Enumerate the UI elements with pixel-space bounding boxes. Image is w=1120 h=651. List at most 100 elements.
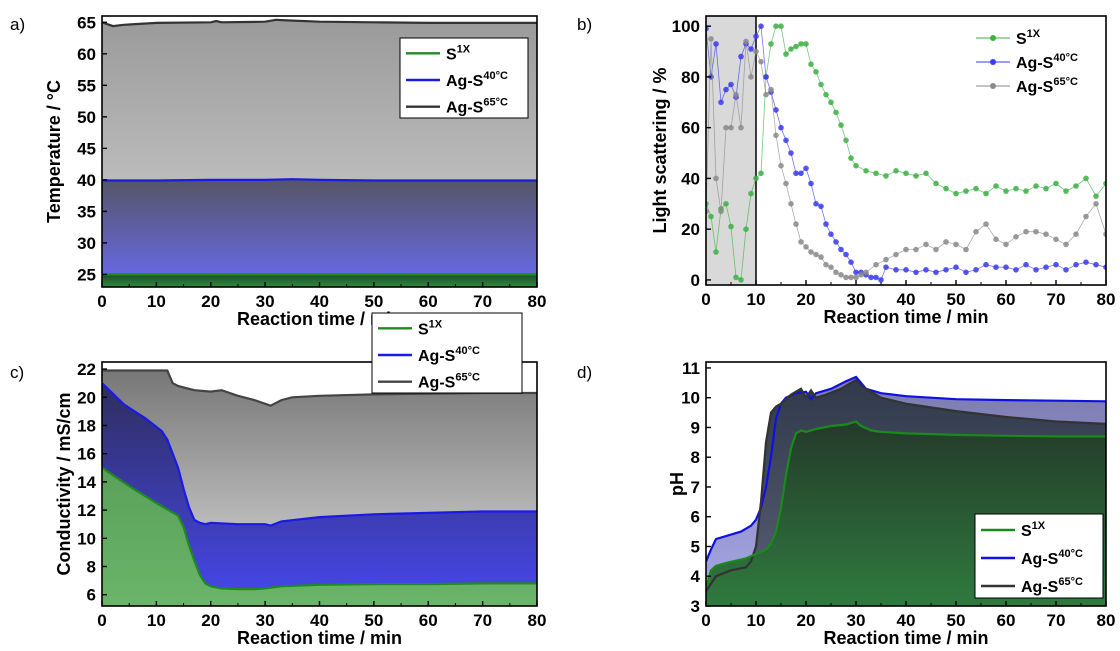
data-point <box>1043 264 1049 271</box>
data-point <box>838 246 844 253</box>
x-tick-label: 10 <box>747 290 766 309</box>
legend-label: Ag-S40°C <box>1016 52 1078 72</box>
data-point <box>773 132 779 139</box>
x-tick-label: 80 <box>1097 611 1116 630</box>
legend-marker <box>990 35 996 41</box>
legend-box <box>399 37 529 119</box>
data-point <box>848 155 854 161</box>
data-point <box>1073 231 1079 237</box>
legend-label-sup: 40°C <box>1053 52 1078 64</box>
y-tick-label: 80 <box>681 68 700 87</box>
x-tick-label: 60 <box>997 290 1016 309</box>
y-tick-label: 11 <box>682 359 700 378</box>
y-tick-label: 40 <box>681 169 700 188</box>
data-point <box>783 51 789 57</box>
x-tick-label: 50 <box>947 290 966 309</box>
data-point <box>758 23 764 30</box>
series-line-0 <box>706 375 1106 562</box>
legend-label: Ag-S40°C <box>1021 548 1083 568</box>
x-tick-label: 0 <box>97 611 106 630</box>
y-tick-label: 5 <box>691 537 700 556</box>
legend-label: S1X <box>418 318 443 338</box>
x-tick-label: 60 <box>997 611 1016 630</box>
data-point <box>788 201 794 207</box>
data-point <box>763 91 769 98</box>
y-tick-label: 25 <box>77 265 96 284</box>
data-point <box>1073 183 1079 189</box>
data-point <box>868 274 874 281</box>
x-tick-label: 40 <box>897 290 916 309</box>
y-tick-label: 8 <box>691 448 700 467</box>
x-tick-label: 70 <box>1047 611 1066 630</box>
data-point <box>753 175 759 182</box>
panel-label: b) <box>577 15 592 34</box>
data-point <box>1083 259 1089 266</box>
legend-label-sup: 65°C <box>455 372 480 384</box>
data-point <box>708 36 714 42</box>
data-point <box>858 272 864 278</box>
legend-label-base: S <box>418 321 429 338</box>
x-tick-label: 20 <box>797 611 816 630</box>
data-point <box>803 165 809 172</box>
data-point <box>1093 201 1099 207</box>
legend-label: Ag-S40°C <box>446 70 508 90</box>
data-point <box>733 91 739 98</box>
data-point <box>943 185 949 192</box>
data-point <box>708 213 714 220</box>
legend-label: Ag-S40°C <box>418 345 480 365</box>
data-point <box>813 251 819 258</box>
data-point <box>773 23 779 30</box>
data-point <box>993 183 999 189</box>
data-point <box>1083 213 1089 220</box>
data-point <box>823 91 829 98</box>
data-point <box>838 272 844 278</box>
legend-label: S1X <box>446 43 471 63</box>
data-point <box>963 246 969 253</box>
y-tick-label: 35 <box>77 202 96 221</box>
panel-label: a) <box>10 15 25 34</box>
data-point <box>893 251 899 258</box>
data-point <box>1093 193 1099 199</box>
data-point <box>778 23 784 30</box>
data-point <box>903 246 909 253</box>
data-point <box>843 137 849 144</box>
data-point <box>738 277 744 283</box>
legend-label-sup: 40°C <box>483 70 508 82</box>
data-point <box>1073 261 1079 268</box>
y-tick-label: 60 <box>77 45 96 64</box>
data-point <box>883 173 889 179</box>
y-tick-label: 100 <box>672 17 700 36</box>
panel-label: c) <box>10 363 24 382</box>
data-point <box>973 228 979 235</box>
data-point <box>923 170 929 177</box>
legend-label-base: S <box>1021 523 1032 540</box>
data-point <box>1063 267 1069 273</box>
x-tick-label: 30 <box>256 292 275 311</box>
data-point <box>913 269 919 276</box>
area-fill-2 <box>102 467 537 606</box>
data-point <box>798 170 804 177</box>
legend-label: S1X <box>1021 520 1046 540</box>
legend-label-base: Ag-S <box>1021 551 1059 568</box>
data-point <box>778 124 784 131</box>
data-point <box>883 264 889 271</box>
data-point <box>1003 264 1009 271</box>
data-point <box>1063 188 1069 194</box>
data-point <box>983 190 989 197</box>
panel-1: a) 0 10 20 30 40 50 60 70 80 25 30 35 40 45 50 55 60 65 Rea… <box>10 13 546 329</box>
data-point <box>728 124 734 131</box>
x-tick-label: 0 <box>701 290 710 309</box>
legend-label-base: Ag-S <box>446 100 484 117</box>
data-point <box>893 168 899 174</box>
panel-2: b) 0 10 20 30 40 50 60 70 80 0 20 40 60 80 100 Reaction … <box>577 15 1115 327</box>
x-tick-label: 80 <box>1097 290 1116 309</box>
data-point <box>818 203 824 210</box>
data-point <box>773 107 779 113</box>
data-point <box>833 269 839 276</box>
legend-label-sup: 65°C <box>1058 576 1083 588</box>
area-fill-1 <box>102 383 537 606</box>
y-tick-label: 65 <box>77 13 96 32</box>
legend-box <box>371 312 523 394</box>
